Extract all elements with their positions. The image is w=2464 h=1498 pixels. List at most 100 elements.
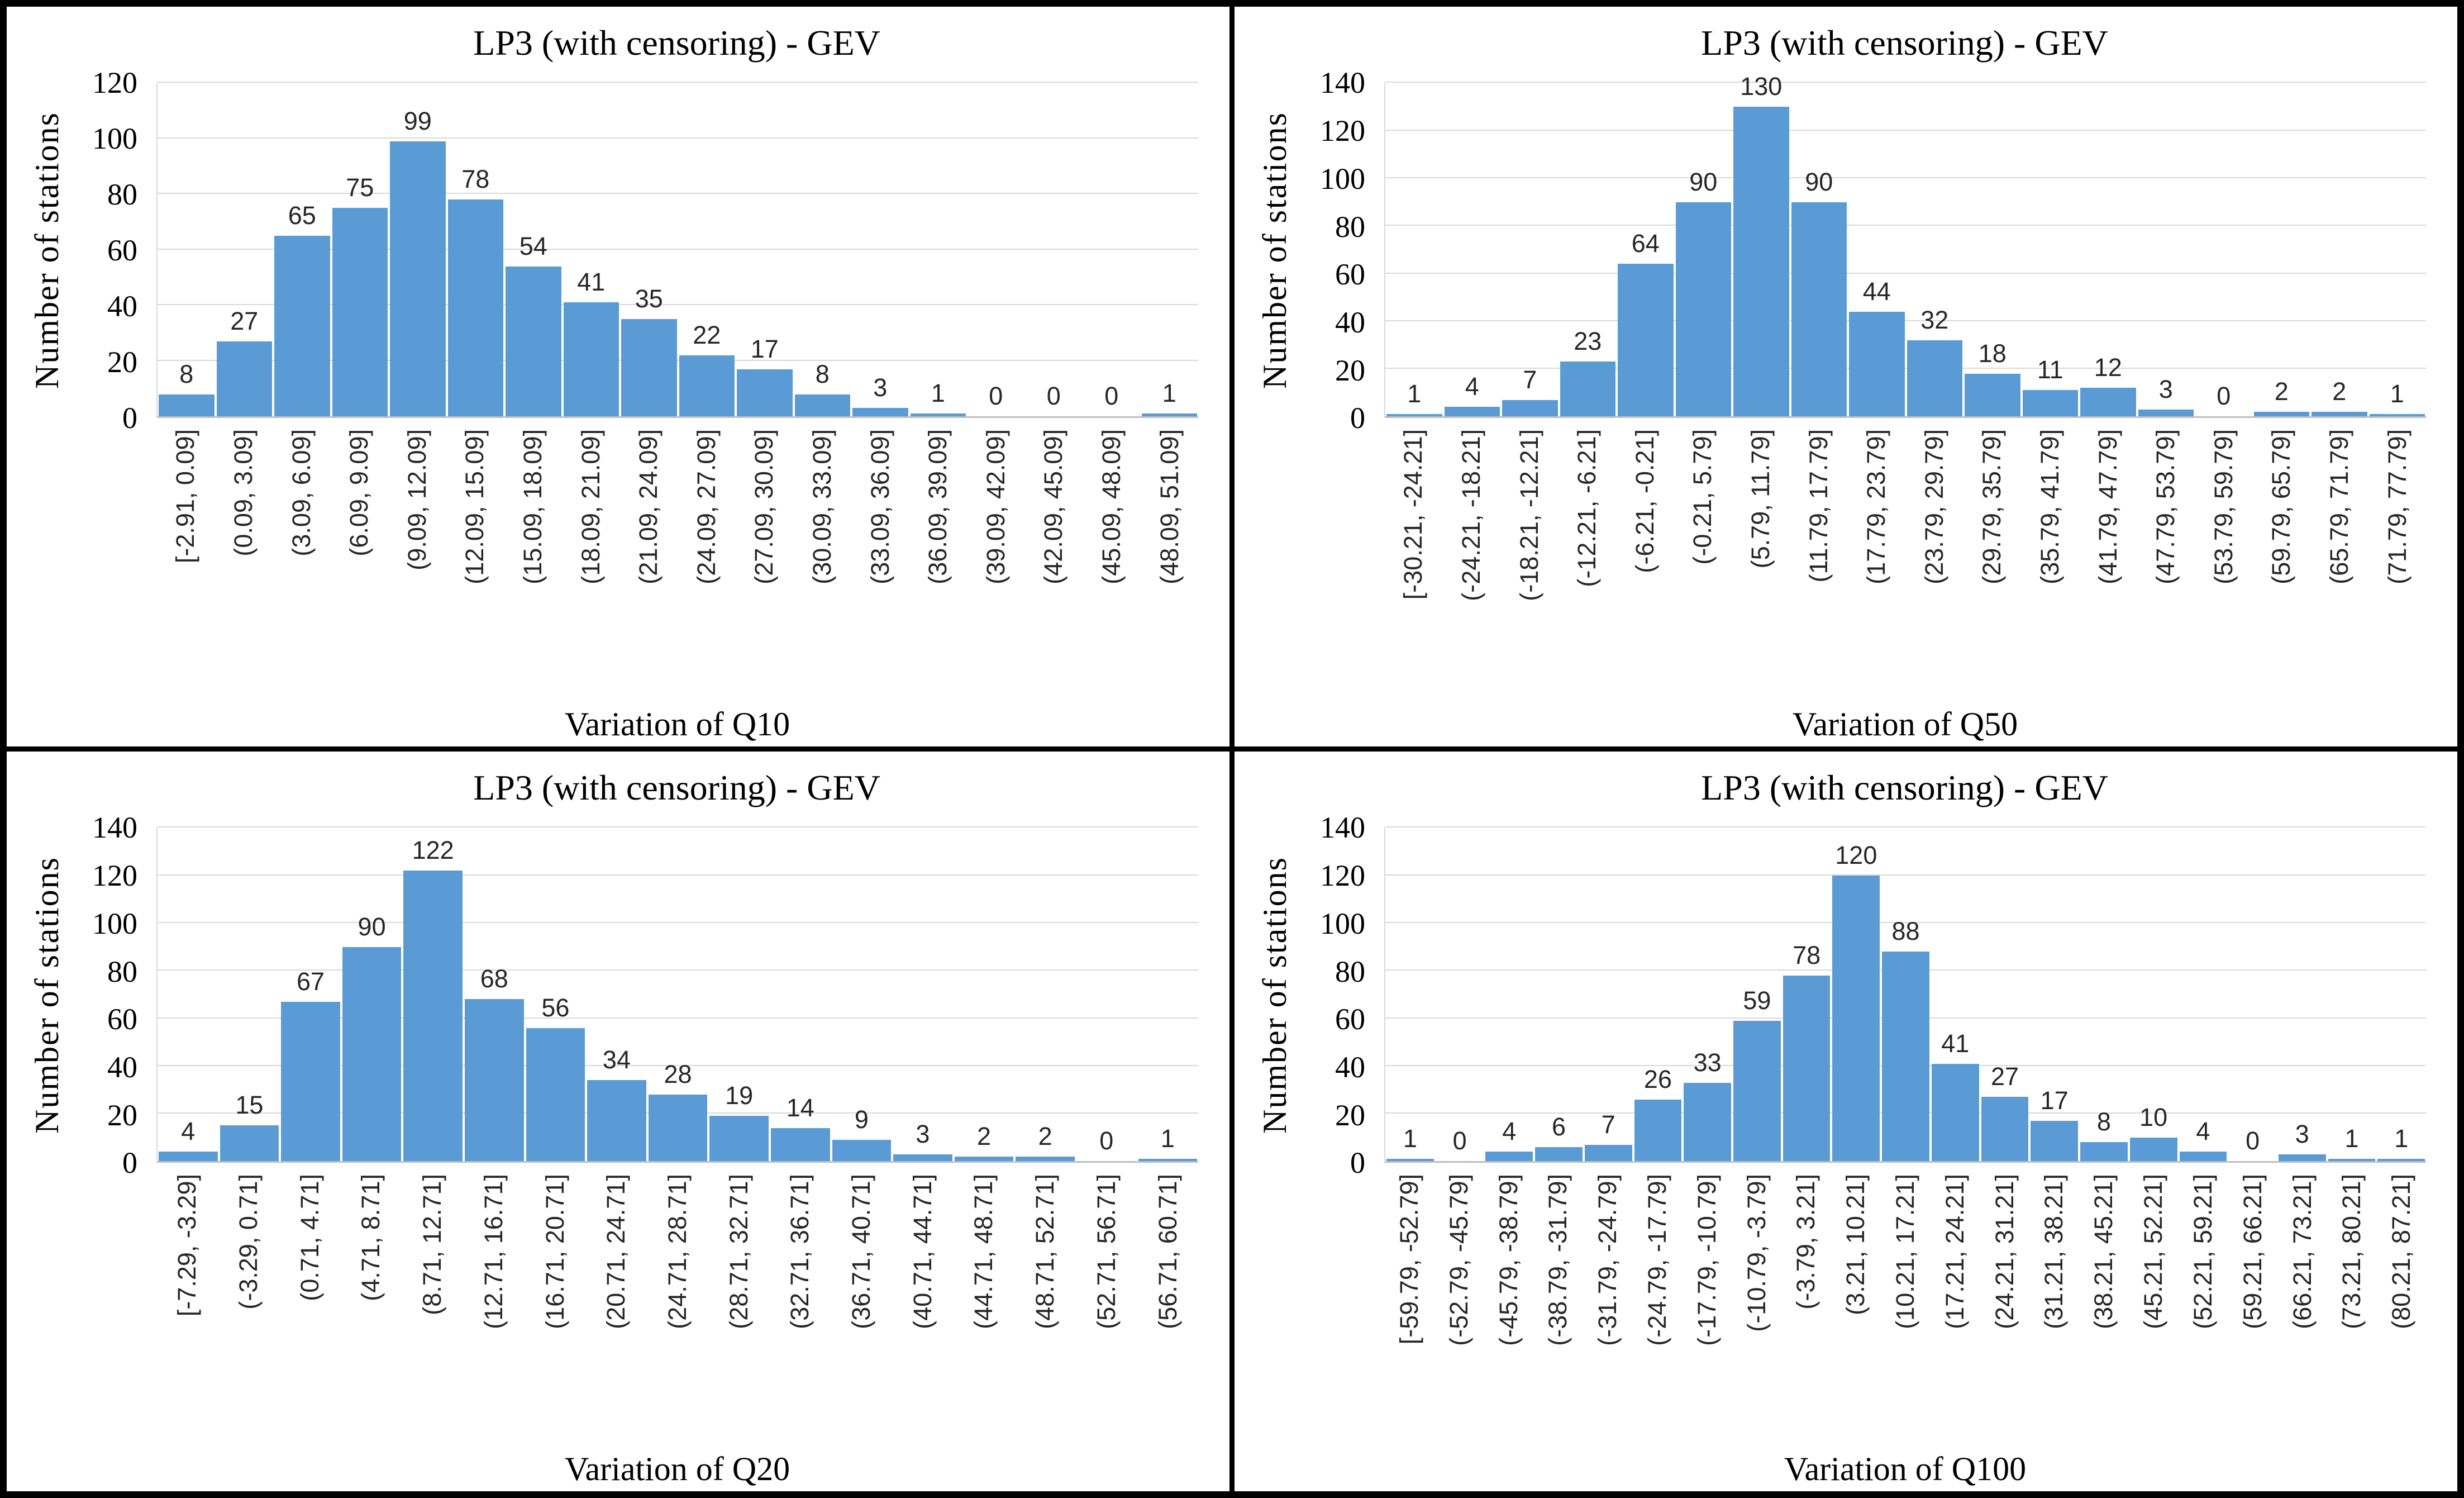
bar	[2179, 1152, 2227, 1162]
bar-value-label: 32	[1920, 305, 1949, 334]
x-tick-label: (15.09, 18.09]	[518, 429, 547, 585]
bar-slot: 1	[1141, 83, 1199, 417]
x-tick-label: (24.21, 31.21]	[1990, 1174, 2019, 1330]
x-tick-slot: (36.09, 39.09]	[909, 429, 967, 702]
bar-value-label: 0	[989, 382, 1003, 411]
bar	[1141, 413, 1197, 417]
x-tick-slot: (18.09, 21.09]	[561, 429, 619, 702]
bar-value-label: 1	[1162, 379, 1176, 408]
bar	[1832, 875, 1880, 1162]
x-tick-slot: (4.71, 8.71]	[340, 1174, 402, 1447]
x-tick-slot: [-59.79, -52.79]	[1384, 1174, 1434, 1447]
bar-slot: 4	[2179, 828, 2228, 1162]
bar-slot: 8	[158, 83, 216, 417]
y-tick-label: 120	[92, 66, 137, 100]
bar	[1849, 311, 1905, 417]
bar-slot: 2	[954, 828, 1015, 1162]
bar-value-label: 2	[2332, 377, 2347, 406]
x-tick-slot: (-52.79, -45.79]	[1434, 1174, 1484, 1447]
bar-slot: 33	[1683, 828, 1732, 1162]
bar-value-label: 0	[2246, 1126, 2260, 1155]
bar-slot: 2	[2310, 83, 2368, 417]
gridline	[158, 1017, 1198, 1019]
bar	[2312, 411, 2367, 417]
x-tick-label: (0.71, 4.71]	[295, 1174, 324, 1302]
bar-value-label: 1	[931, 379, 945, 408]
bar	[1485, 1152, 1533, 1162]
bar-slot: 2	[1014, 828, 1076, 1162]
x-axis-labels: [-59.79, -52.79] (-52.79, -45.79] (-45.79,…	[1384, 1163, 2426, 1447]
x-tick-slot: (31.21, 38.21]	[2029, 1174, 2079, 1447]
x-tick-slot: (66.21, 73.21]	[2277, 1174, 2327, 1447]
bar	[737, 369, 793, 417]
x-tick-label: (-52.79, -45.79]	[1444, 1174, 1473, 1347]
bar-value-label: 0	[1104, 382, 1119, 411]
x-tick-slot: (21.09, 24.09]	[619, 429, 678, 702]
bar-value-label: 28	[664, 1060, 692, 1088]
bar	[390, 141, 446, 417]
bar	[709, 1116, 769, 1162]
chart-main: 0 20 40 60 80 100 120 140 1 4 7 23 64 90 130 90 44 32 18 1…	[1300, 68, 2426, 744]
bar-slot: 1	[1137, 828, 1199, 1162]
bar-slot: 122	[402, 828, 464, 1162]
bar-value-label: 67	[296, 967, 325, 996]
plot-row: 0 20 40 60 80 100 120 140 4 15 67 90 122 68 56 34 28 19 1…	[73, 812, 1199, 1178]
bar-value-label: 23	[1574, 327, 1602, 356]
x-tick-slot: (-18.21, -12.21]	[1500, 429, 1558, 702]
bar	[2080, 388, 2136, 417]
bars-container: 4 15 67 90 122 68 56 34 28 19 14 9 3 2 2 0 1	[158, 828, 1199, 1162]
x-tick-slot: [-30.21, -24.21]	[1384, 429, 1442, 702]
x-tick-slot: (-31.79, -24.79]	[1583, 1174, 1632, 1447]
bar-value-label: 2	[977, 1121, 992, 1150]
bar-slot: 120	[1831, 828, 1881, 1162]
bar-slot: 3	[2137, 83, 2195, 417]
bar-slot: 1	[1385, 83, 1443, 417]
bar	[1560, 362, 1615, 417]
y-tick-label: 0	[1350, 1146, 1365, 1180]
x-tick-slot: (-17.79, -10.79]	[1682, 1174, 1732, 1447]
x-tick-slot: [-2.91, 0.09]	[156, 429, 215, 702]
y-tick-label: 120	[92, 859, 137, 893]
bar-value-label: 7	[1523, 365, 1537, 394]
chart-title: LP3 (with censoring) - GEV	[473, 768, 880, 807]
bar	[220, 1125, 279, 1162]
bar-slot: 78	[447, 83, 505, 417]
x-tick-label: (-31.79, -24.79]	[1593, 1174, 1622, 1347]
bar-value-label: 9	[854, 1105, 869, 1134]
bar-slot: 44	[1848, 83, 1906, 417]
x-tick-label: (-24.21, -18.21]	[1456, 429, 1485, 602]
bar-value-label: 0	[1046, 382, 1061, 411]
bar-slot: 19	[708, 828, 770, 1162]
y-axis-title-text: Number of stations	[28, 112, 65, 389]
x-tick-label: (24.09, 27.09]	[692, 429, 721, 585]
bar	[1016, 1156, 1075, 1162]
bar-slot: 22	[678, 83, 736, 417]
y-tick-label: 80	[1335, 210, 1365, 244]
bar-slot: 35	[620, 83, 678, 417]
bar-value-label: 17	[750, 334, 779, 363]
gridline	[158, 921, 1198, 923]
bar	[587, 1080, 646, 1162]
bar-value-label: 27	[230, 307, 259, 336]
x-tick-label: (12.71, 16.71]	[479, 1174, 508, 1330]
bar	[2328, 1159, 2376, 1162]
bars-container: 1 0 4 6 7 26 33 59 78 120 88 41 27 17 8 10 4 0 3 1 1	[1385, 828, 2426, 1162]
bar	[1386, 1159, 1434, 1162]
gridline	[1385, 826, 2426, 828]
bar	[2022, 390, 2078, 417]
bar-value-label: 78	[1793, 940, 1821, 969]
gridline	[158, 826, 1198, 828]
x-tick-label: (17.21, 24.21]	[1940, 1174, 1969, 1330]
x-tick-label: (56.71, 60.71]	[1153, 1174, 1182, 1330]
bar-slot: 41	[1931, 828, 1980, 1162]
bar-value-label: 18	[1978, 339, 2007, 368]
bar-slot: 7	[1501, 83, 1559, 417]
gridline	[1385, 129, 2426, 131]
x-tick-label: (42.09, 45.09]	[1039, 429, 1068, 585]
bar-value-label: 90	[1805, 167, 1833, 196]
bar-slot: 9	[831, 828, 893, 1162]
bar-value-label: 4	[2196, 1117, 2210, 1146]
chart-main: 0 20 40 60 80 100 120 8 27 65 75 99 78 54 41 35 22 17 8 3 1…	[73, 68, 1199, 744]
bar	[1386, 414, 1442, 417]
x-tick-label: (48.71, 52.71]	[1031, 1174, 1060, 1330]
